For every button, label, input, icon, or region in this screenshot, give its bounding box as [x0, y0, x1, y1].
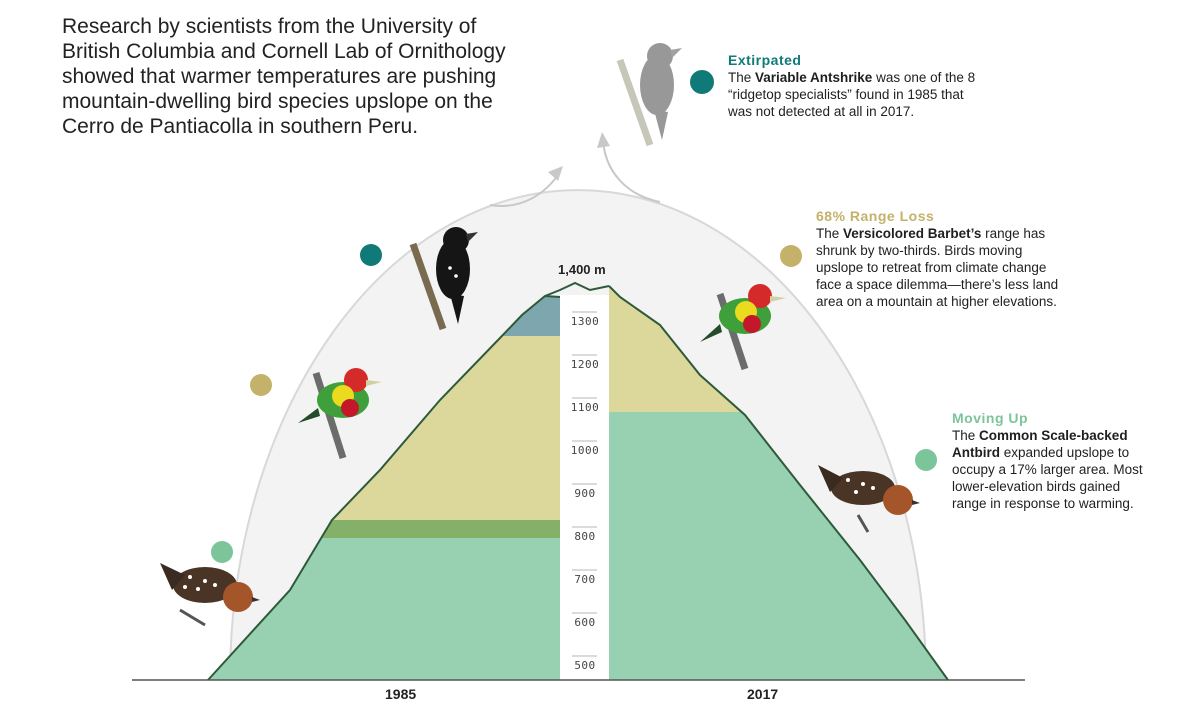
elevation-tick-label: 1300 — [570, 315, 600, 328]
elevation-column — [560, 295, 609, 680]
callout-range-loss: 68% Range Loss The Versicolored Barbet’s… — [816, 208, 1066, 310]
callout-title: Extirpated — [728, 52, 802, 68]
year-1985: 1985 — [385, 686, 417, 702]
elevation-tick-label: 600 — [574, 616, 596, 629]
peak-label: 1,400 m — [558, 262, 606, 277]
mountain-outline-1985 — [207, 294, 561, 681]
barbet-icon — [700, 284, 786, 371]
dot-gold-right — [780, 245, 802, 267]
dome-arc — [229, 189, 927, 681]
elevation-tick-label: 1000 — [570, 444, 600, 457]
summit-ridge — [544, 281, 610, 297]
dot-gold-left — [250, 374, 272, 396]
intro-text: Research by scientists from the Universi… — [62, 15, 506, 138]
elevation-tick-label: 800 — [574, 530, 596, 543]
callout-title: 68% Range Loss — [816, 208, 935, 224]
elevation-tick-label: 1200 — [570, 358, 600, 371]
dot-green-right — [915, 449, 937, 471]
dot-teal-right — [690, 70, 714, 94]
callout-moving-up: Moving Up The Common Scale-backed Antbir… — [952, 410, 1152, 512]
arrow-left — [489, 171, 561, 207]
arrow-right — [602, 139, 661, 203]
elevation-tick-label: 700 — [574, 573, 596, 586]
mountain-outline-2017 — [608, 285, 949, 681]
antbird-icon — [818, 465, 920, 533]
elevation-tick-label: 500 — [574, 659, 596, 672]
species-name: Common Scale-backed Antbird — [952, 428, 1128, 460]
antshrike-icon — [409, 227, 478, 331]
year-2017: 2017 — [747, 686, 779, 702]
elevation-tick-marks — [572, 311, 597, 657]
dot-teal-left — [360, 244, 382, 266]
callout-title: Moving Up — [952, 410, 1029, 426]
species-name: Variable Antshrike — [755, 70, 873, 85]
barbet-icon — [298, 368, 382, 460]
antshrike-faded-icon — [616, 43, 682, 147]
dot-green-left — [211, 541, 233, 563]
callout-extirpated: Extirpated The Variable Antshrike was on… — [728, 52, 978, 120]
species-name: Versicolored Barbet’s — [843, 226, 982, 241]
antbird-icon — [160, 563, 260, 627]
elevation-tick-label: 900 — [574, 487, 596, 500]
elevation-tick-label: 1100 — [570, 401, 600, 414]
